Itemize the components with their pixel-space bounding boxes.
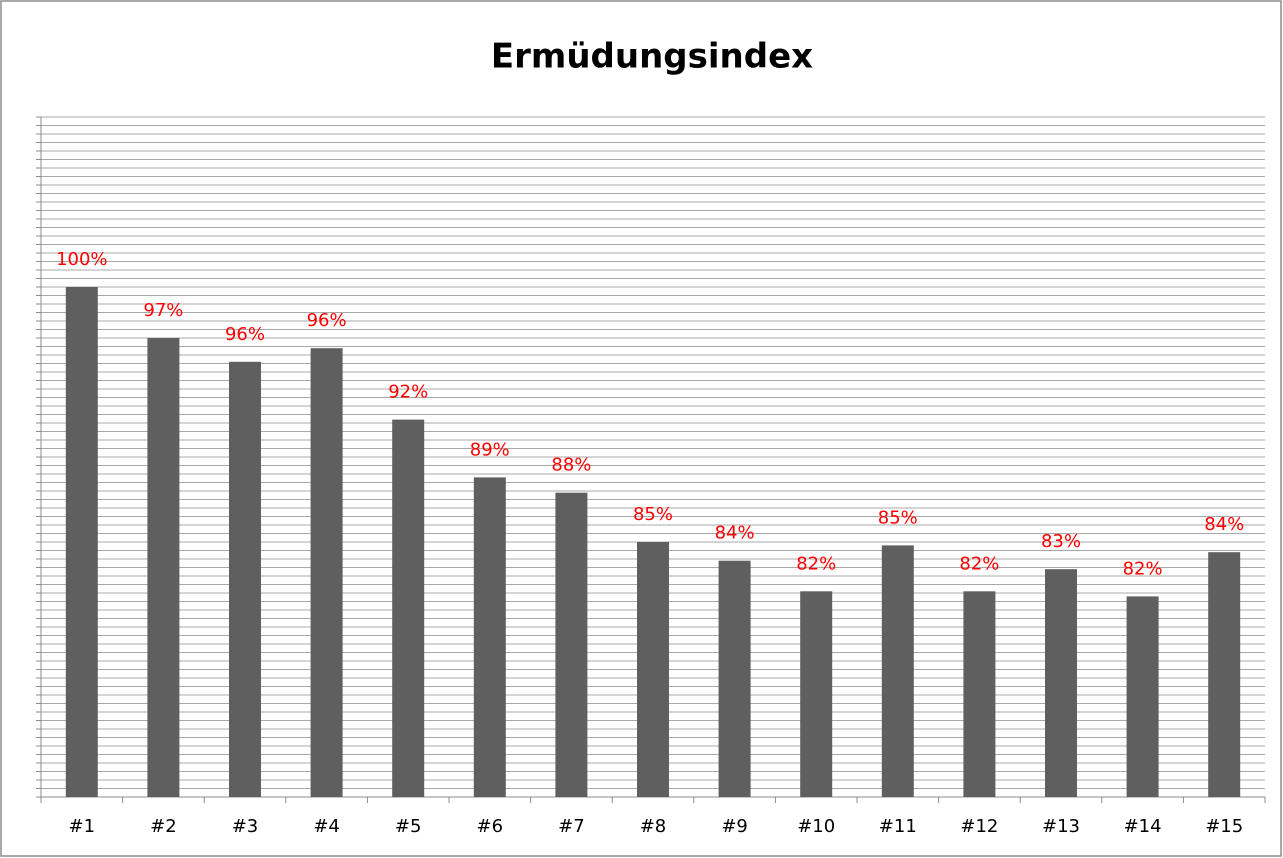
bar: [881, 545, 914, 797]
bar: [718, 560, 751, 797]
x-tick-label: #7: [558, 816, 585, 837]
x-tick-label: #8: [640, 816, 667, 837]
x-tick-label: #6: [477, 816, 504, 837]
data-label: 96%: [307, 310, 347, 331]
bar: [1045, 569, 1077, 797]
data-label: 84%: [715, 523, 755, 544]
bar: [637, 542, 669, 797]
bar: [800, 591, 833, 797]
chart-title: Ermüdungsindex: [491, 37, 813, 77]
bar: [555, 492, 588, 797]
data-label: 85%: [633, 504, 673, 525]
bar: [473, 477, 506, 797]
data-label: 89%: [470, 439, 510, 460]
data-label: 82%: [1123, 558, 1163, 579]
bar: [310, 348, 343, 797]
data-label: 84%: [1204, 514, 1244, 535]
x-tick-label: #10: [797, 816, 835, 837]
data-label: 83%: [1041, 531, 1081, 552]
data-label: 82%: [796, 553, 836, 574]
data-label: 97%: [143, 300, 183, 321]
bar: [963, 591, 996, 797]
data-label: 85%: [878, 507, 918, 528]
x-tick-label: #9: [721, 816, 748, 837]
data-label: 82%: [959, 553, 999, 574]
x-tick-label: #13: [1042, 816, 1080, 837]
x-tick-label: #14: [1124, 816, 1162, 837]
data-label: 100%: [56, 249, 107, 270]
data-label: 96%: [225, 324, 265, 345]
x-tick-label: #15: [1205, 816, 1243, 837]
x-tick-label: #12: [960, 816, 998, 837]
data-label: 92%: [388, 382, 428, 403]
x-tick-label: #3: [232, 816, 259, 837]
bar: [392, 419, 425, 797]
data-label: 88%: [551, 455, 591, 476]
x-tick-label: #11: [879, 816, 917, 837]
bar: [229, 361, 261, 797]
bar: [1208, 552, 1241, 797]
x-tick-label: #1: [69, 816, 96, 837]
bar: [147, 338, 180, 797]
x-tick-label: #5: [395, 816, 422, 837]
x-tick-label: #4: [313, 816, 340, 837]
x-tick-label: #2: [150, 816, 177, 837]
bar: [65, 287, 98, 797]
bar: [1126, 596, 1159, 797]
